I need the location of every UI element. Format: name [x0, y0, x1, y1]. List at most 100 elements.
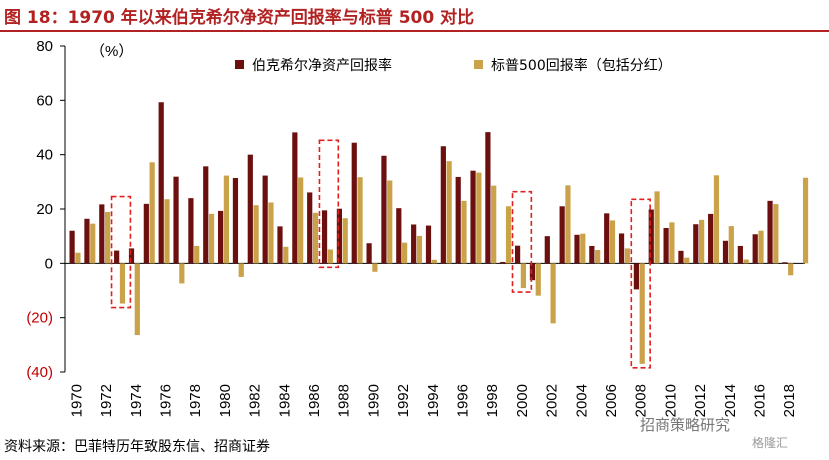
bar-sp500 [446, 161, 452, 264]
source-note: 资料来源：巴菲特历年致股东信、招商证券 [4, 439, 270, 455]
bar-berkshire [203, 166, 209, 264]
bar-berkshire [411, 224, 417, 264]
highlight-box-1987 [318, 139, 340, 269]
bar-berkshire [396, 208, 402, 264]
bar-sp500 [298, 177, 304, 264]
x-tick-label: 2012 [692, 384, 709, 417]
bar-berkshire [158, 102, 164, 264]
bar-sp500 [402, 242, 408, 264]
bar-sp500 [253, 205, 259, 264]
x-tick-label: 2018 [781, 384, 798, 417]
bar-sp500 [372, 263, 378, 272]
bar-berkshire [232, 178, 239, 264]
bar-berkshire [247, 154, 253, 264]
bar-berkshire [693, 224, 699, 264]
title-divider [0, 30, 829, 32]
x-tick-label: 2008 [633, 384, 650, 417]
bar-berkshire [574, 234, 580, 264]
bar-berkshire [381, 155, 387, 264]
bar-sp500 [609, 220, 616, 264]
bar-sp500 [595, 250, 601, 264]
bar-sp500 [520, 263, 526, 289]
watermark-brand: 格隆汇 [752, 436, 789, 450]
x-tick-label: 1996 [455, 384, 472, 417]
bar-berkshire [782, 262, 788, 264]
x-tick-label: 2006 [603, 384, 620, 417]
bar-berkshire [485, 132, 491, 264]
bar-sp500 [283, 246, 289, 264]
bar-berkshire [529, 263, 536, 281]
x-tick-label: 2016 [752, 384, 769, 417]
bar-sp500 [684, 257, 690, 264]
x-tick-label: 1980 [217, 384, 234, 417]
bar-berkshire [737, 245, 743, 264]
bar-berkshire [633, 263, 639, 290]
bar-sp500 [743, 259, 749, 264]
bar-sp500 [119, 263, 126, 304]
bar-sp500 [342, 218, 348, 264]
bar-sp500 [387, 180, 393, 264]
bar-sp500-extra [802, 177, 809, 264]
highlight-box-2008 [630, 198, 651, 369]
x-tick-label: 2000 [514, 384, 531, 417]
highlight-box-1973 [110, 195, 132, 309]
x-tick-label: 1972 [98, 384, 115, 417]
bar-berkshire [663, 228, 669, 264]
bar-sp500 [268, 202, 274, 264]
bar-sp500 [639, 263, 645, 364]
y-tick-label: (40) [26, 364, 53, 381]
bar-sp500 [535, 263, 541, 296]
x-tick-label: 1974 [128, 384, 145, 417]
bar-berkshire [678, 250, 684, 264]
bar-sp500 [699, 219, 705, 264]
highlight-box-2000 [511, 190, 533, 293]
bar-sp500 [223, 175, 229, 264]
x-tick-label: 2010 [662, 384, 679, 417]
bar-berkshire [336, 208, 342, 264]
bar-berkshire [277, 226, 283, 264]
bar-sp500 [134, 263, 140, 336]
bar-berkshire [722, 240, 729, 264]
bar-sp500 [669, 222, 675, 264]
watermark-text: 招商策略研究 [640, 416, 731, 434]
x-tick-label: 1988 [336, 384, 353, 417]
bar-berkshire [500, 261, 506, 264]
bar-sp500 [327, 249, 333, 264]
legend-label-berkshire: 伯克希尔净资产回报率 [252, 57, 392, 74]
x-tick-label: 1984 [276, 384, 293, 417]
chart-title: 图 18：1970 年以来伯克希尔净资产回报率与标普 500 对比 [4, 8, 475, 28]
bar-sp500 [788, 263, 794, 276]
bar-sp500 [416, 235, 423, 264]
bar-berkshire [128, 248, 135, 264]
bar-berkshire [307, 192, 313, 264]
bar-berkshire [173, 176, 179, 264]
bar-sp500 [208, 213, 215, 264]
y-tick-label: 80 [36, 38, 53, 55]
y-tick-label: 60 [36, 92, 53, 109]
bar-berkshire [767, 200, 773, 264]
x-tick-label: 1986 [306, 384, 323, 417]
x-tick-label: 2004 [573, 384, 590, 417]
bar-berkshire [366, 243, 372, 264]
bar-berkshire [559, 206, 565, 264]
x-tick-label: 1994 [425, 384, 442, 417]
bar-sp500 [580, 233, 586, 264]
bar-berkshire [143, 203, 149, 264]
bar-berkshire [544, 236, 550, 264]
legend-swatch-berkshire [235, 60, 244, 69]
bar-sp500 [164, 199, 170, 264]
bar-sp500 [179, 263, 185, 284]
x-tick-label: 1978 [187, 384, 204, 417]
x-tick-label: 1970 [68, 384, 85, 417]
bar-sp500 [75, 252, 81, 264]
bar-sp500 [773, 204, 779, 264]
x-tick-label: 2014 [722, 384, 739, 417]
bar-berkshire [752, 234, 758, 264]
bar-sp500 [431, 259, 437, 264]
bar-berkshire [99, 204, 105, 264]
bar-sp500 [312, 212, 319, 264]
y-tick-label: 0 [45, 255, 53, 272]
bar-berkshire [648, 209, 654, 264]
legend-label-sp500: 标普500回报率（包括分红） [491, 57, 672, 74]
